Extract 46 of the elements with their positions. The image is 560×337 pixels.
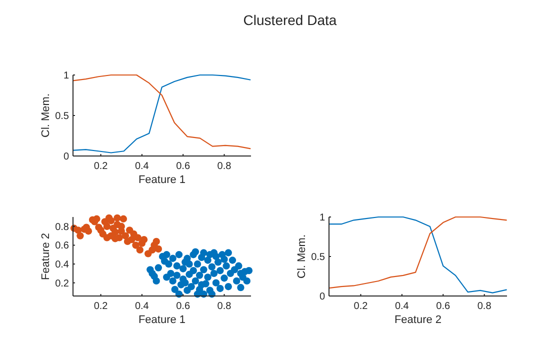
x-tick-label: 0.2 <box>94 301 108 312</box>
y-tick-label: 0.4 <box>55 260 70 271</box>
x-tick-label: 0.6 <box>436 301 451 312</box>
x-axis-title: Feature 1 <box>138 174 186 186</box>
point <box>76 232 84 240</box>
point <box>140 236 148 244</box>
y-axis-title: Feature 2 <box>40 232 52 280</box>
y-axis-title: Cl. Mem. <box>40 94 52 138</box>
x-tick-label: 0.8 <box>477 301 492 312</box>
y-axis-title: Cl. Mem. <box>296 234 308 278</box>
x-tick-label: 0.4 <box>134 161 150 172</box>
x-tick-label: 0.4 <box>134 301 150 312</box>
y-tick-label: 1 <box>63 70 70 82</box>
point <box>93 215 100 222</box>
point <box>112 235 119 242</box>
x-axis-title: Feature 1 <box>138 314 186 326</box>
point <box>103 234 111 242</box>
x-tick-label: 0.2 <box>94 161 108 172</box>
x-tick-label: 0.2 <box>354 301 368 312</box>
x-tick-label: 0.8 <box>217 161 232 172</box>
y-tick-label: 0.8 <box>55 222 70 233</box>
point <box>74 226 82 234</box>
x-axis-title: Feature 2 <box>394 314 442 326</box>
y-tick-label: 0.2 <box>55 278 70 290</box>
point <box>122 232 130 240</box>
point <box>120 215 128 222</box>
x-tick-label: 0.4 <box>394 301 410 312</box>
y-tick-label: 0.5 <box>55 111 70 122</box>
point <box>134 234 142 242</box>
point <box>114 214 121 222</box>
point <box>107 217 115 224</box>
y-tick-label: 0 <box>63 152 70 162</box>
y-tick-label: 0 <box>319 292 326 302</box>
x-tick-label: 0.6 <box>176 161 190 172</box>
point <box>152 238 160 246</box>
point <box>136 246 144 254</box>
text: Clustered Data <box>243 12 337 28</box>
point <box>103 222 111 230</box>
point <box>95 224 102 231</box>
y-tick-label: 0.5 <box>311 252 326 263</box>
point <box>112 228 119 236</box>
y-tick-label: 0.6 <box>55 240 70 252</box>
y-tick-label: 1 <box>319 212 326 224</box>
x-tick-label: 0.6 <box>176 301 190 312</box>
point <box>154 245 162 253</box>
x-tick-label: 0.8 <box>217 301 232 312</box>
